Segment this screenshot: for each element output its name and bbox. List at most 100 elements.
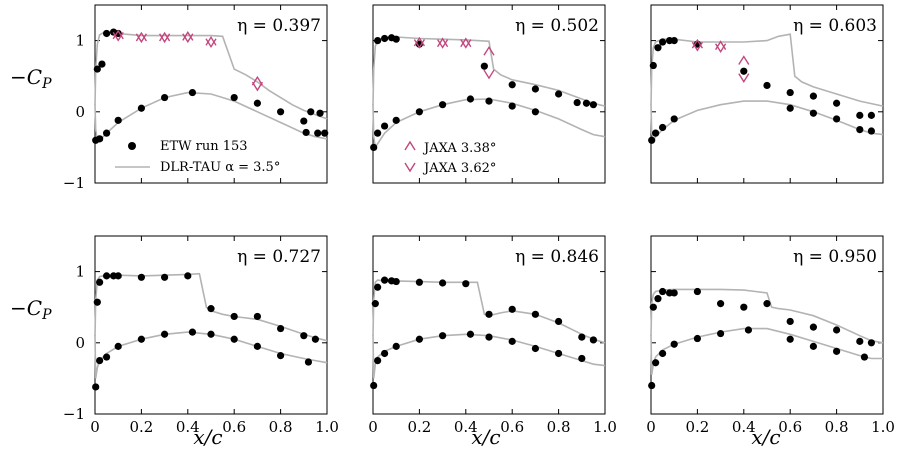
etw-point	[311, 335, 319, 343]
etw-point	[809, 92, 818, 100]
dlr-tau-line-0	[650, 288, 884, 344]
etw-point	[717, 300, 725, 308]
etw-point	[670, 289, 678, 297]
etw-point	[555, 349, 563, 358]
etw-point	[314, 129, 322, 137]
jaxa-338-marker	[135, 31, 147, 42]
legend-jaxa-338-label: JAXA 3.38°	[422, 141, 496, 156]
x-tick-label: 1.0	[871, 418, 895, 436]
jaxa-338-marker	[483, 45, 495, 56]
etw-point	[381, 276, 389, 284]
etw-point	[717, 329, 725, 338]
legend-jaxa-338-marker	[404, 140, 416, 151]
etw-point	[480, 62, 488, 70]
etw-point	[439, 332, 447, 340]
etw-point	[439, 101, 447, 109]
etw-point	[137, 104, 145, 112]
etw-point	[370, 143, 378, 151]
etw-point	[809, 109, 818, 117]
jaxa-338-marker	[738, 55, 750, 65]
etw-point	[207, 330, 215, 338]
etw-point	[96, 278, 104, 286]
y-tick-label: 0	[75, 334, 85, 352]
jaxa-362-marker	[205, 38, 217, 49]
etw-point	[670, 37, 678, 45]
y-tick-label: 0	[75, 103, 85, 121]
jaxa-338-marker	[251, 75, 263, 86]
eta-label: η = 0.950	[793, 247, 877, 267]
etw-point	[654, 295, 662, 303]
etw-point	[485, 310, 493, 318]
etw-point	[648, 381, 656, 390]
etw-point	[693, 334, 702, 343]
etw-point	[184, 272, 192, 280]
ylabel-row-2: −CP	[10, 296, 52, 323]
etw-point	[93, 298, 101, 306]
panel-4: 0 0.2 0.4 0.6 0.8 1.0 −1 0 1 η = 0.727	[63, 235, 339, 436]
jaxa-362-marker	[413, 39, 425, 49]
jaxa-362-marker	[483, 69, 495, 80]
jaxa-362-marker	[691, 41, 703, 52]
dlr-tau-line-1	[94, 331, 328, 379]
etw-point	[381, 34, 389, 43]
etw-point	[381, 122, 389, 130]
x-tick-label: 0.4	[732, 418, 756, 436]
etw-point	[555, 317, 563, 326]
etw-point	[462, 280, 470, 288]
etw-point	[370, 381, 378, 390]
etw-point	[589, 336, 598, 344]
jaxa-338-marker	[437, 37, 449, 48]
eta-label: η = 0.603	[793, 16, 877, 36]
etw-point	[230, 93, 238, 102]
jaxa-362-marker	[251, 81, 263, 92]
dlr-tau-line-0	[650, 33, 884, 107]
etw-point	[114, 272, 122, 280]
xlabel-col-3: x/c	[751, 425, 780, 449]
jaxa-362-marker	[112, 31, 124, 42]
etw-point	[230, 335, 238, 343]
etw-point	[589, 101, 598, 109]
etw-point	[188, 88, 197, 97]
etw-point	[300, 117, 308, 125]
etw-point	[531, 85, 540, 93]
y-tick-label: 1	[75, 32, 85, 50]
etw-point	[304, 358, 313, 366]
x-tick-label: 0.8	[269, 418, 293, 436]
eta-label: η = 0.502	[515, 16, 599, 36]
dlr-tau-line-1	[650, 100, 884, 143]
etw-point	[137, 335, 145, 343]
etw-point	[374, 129, 382, 137]
etw-point	[381, 349, 389, 358]
etw-point	[833, 326, 841, 334]
etw-point	[786, 317, 794, 326]
etw-point	[93, 65, 101, 73]
x-tick-label: 0.6	[778, 418, 802, 436]
etw-point	[786, 104, 794, 112]
legend-jaxa-362: JAXA 3.62°	[404, 161, 496, 176]
etw-point	[253, 312, 261, 321]
legend-jaxa-338: JAXA 3.38°	[404, 140, 496, 156]
x-tick-label: 0.2	[129, 418, 153, 436]
etw-point	[809, 323, 818, 331]
etw-point	[374, 37, 382, 45]
jaxa-362-marker	[738, 73, 750, 83]
x-tick-label: 0.2	[407, 418, 431, 436]
etw-point	[415, 335, 423, 343]
etw-point	[253, 99, 261, 107]
etw-point	[485, 97, 493, 105]
etw-point	[439, 279, 447, 287]
etw-point	[867, 111, 876, 119]
legend-jaxa-362-label: JAXA 3.62°	[422, 161, 496, 176]
etw-point	[659, 287, 667, 296]
x-tick-label: 0	[90, 418, 100, 436]
jaxa-362-marker	[135, 33, 147, 44]
legend-dlr: DLR-TAU α = 3.5°	[115, 160, 280, 175]
panel-2: η = 0.502	[370, 4, 606, 184]
jaxa-338-marker	[159, 31, 171, 42]
etw-point	[207, 305, 215, 313]
etw-point	[508, 305, 516, 313]
x-tick-label: 0	[368, 418, 378, 436]
dlr-tau-line-0	[94, 31, 328, 120]
xlabel-col-2: x/c	[471, 425, 500, 449]
etw-point	[96, 357, 104, 365]
